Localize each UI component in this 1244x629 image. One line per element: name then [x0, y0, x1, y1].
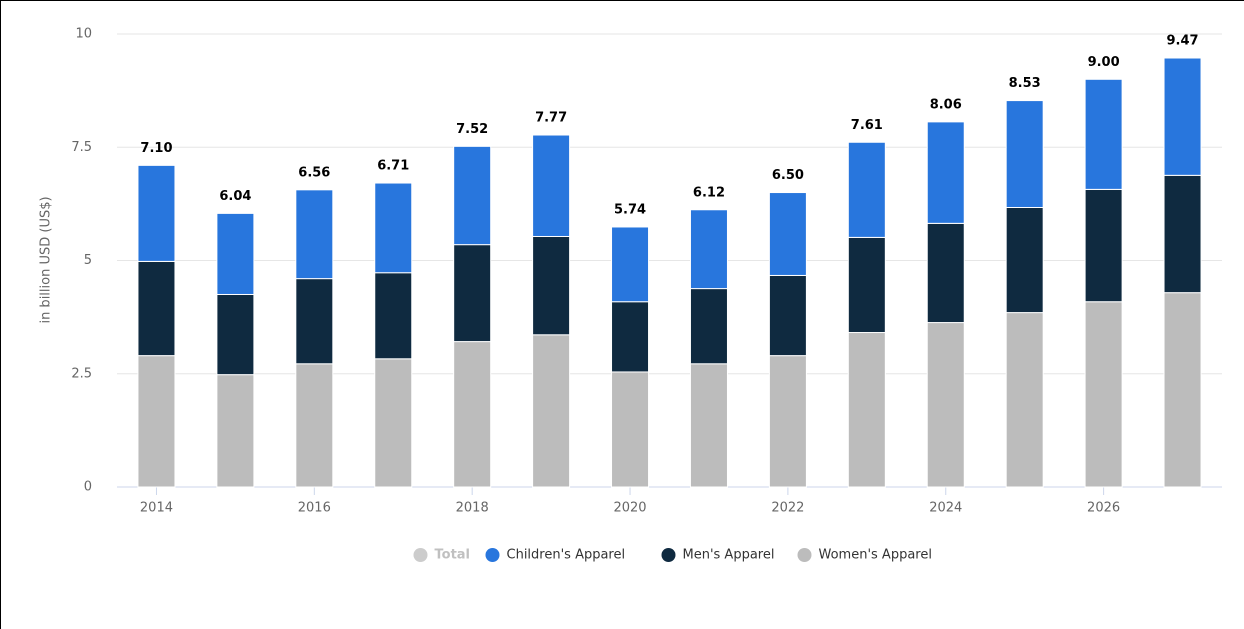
total-label: 6.71 — [377, 159, 409, 174]
y-tick-label: 10 — [75, 27, 92, 42]
bar-segment — [295, 278, 334, 365]
legend-label[interactable]: Children's Apparel — [507, 548, 626, 563]
y-axis-label: in billion USD (US$) — [39, 196, 54, 323]
bar-segment — [1084, 301, 1123, 488]
bar-segment — [768, 274, 807, 357]
total-label: 7.52 — [456, 122, 488, 137]
bar-segment — [1005, 100, 1044, 208]
bar-segment — [847, 236, 886, 334]
bar-segment — [611, 226, 650, 303]
bar-segment — [847, 141, 886, 238]
bar-segment — [689, 363, 728, 488]
bar-segment — [374, 182, 413, 274]
total-label: 8.53 — [1009, 76, 1041, 91]
total-label: 9.00 — [1088, 55, 1120, 70]
bar-segment — [847, 332, 886, 488]
legend-swatch[interactable] — [797, 548, 812, 562]
bar-segment — [689, 288, 728, 365]
bar-segment — [137, 355, 176, 488]
total-label: 7.10 — [140, 141, 172, 156]
total-label: 8.06 — [930, 97, 962, 112]
x-tick-label: 2022 — [771, 501, 804, 516]
bar-segment — [1005, 206, 1044, 314]
x-tick-label: 2020 — [613, 501, 646, 516]
legend-swatch[interactable] — [485, 548, 500, 562]
bar-segment — [532, 134, 571, 237]
x-tick-label: 2018 — [456, 501, 489, 516]
bar-segment — [926, 322, 965, 488]
bar-segment — [689, 209, 728, 290]
bar-segment — [768, 192, 807, 276]
bar-segment — [1163, 174, 1202, 294]
legend-label[interactable]: Total — [435, 548, 471, 563]
y-tick-label: 7.5 — [71, 140, 92, 155]
x-tick-label: 2014 — [140, 501, 173, 516]
total-label: 6.04 — [219, 189, 251, 204]
x-tick-label: 2026 — [1087, 501, 1120, 516]
total-label: 5.74 — [614, 202, 646, 217]
y-tick-label: 0 — [84, 480, 92, 495]
bar-segment — [611, 301, 650, 373]
total-label: 6.50 — [772, 168, 804, 183]
bar-segment — [453, 341, 492, 488]
legend-label[interactable]: Men's Apparel — [683, 548, 775, 563]
bar-segment — [216, 293, 255, 376]
y-tick-label: 2.5 — [71, 366, 92, 381]
bar-segment — [611, 371, 650, 488]
legend-swatch[interactable] — [413, 548, 428, 562]
bar-segment — [926, 121, 965, 224]
legend-swatch[interactable] — [661, 548, 676, 562]
bar-segment — [926, 222, 965, 324]
bar-segment — [532, 235, 571, 336]
bar-segment — [137, 164, 176, 262]
bar-segment — [137, 260, 176, 357]
bar-segment — [216, 374, 255, 488]
total-label: 7.77 — [535, 111, 567, 126]
bar-segment — [1163, 57, 1202, 176]
total-label: 9.47 — [1166, 34, 1198, 49]
bar-segment — [453, 244, 492, 343]
bar-segment — [1084, 188, 1123, 303]
total-label: 6.56 — [298, 165, 330, 180]
bar-segment — [1084, 78, 1123, 190]
bar-segment — [295, 363, 334, 488]
bar-segment — [295, 189, 334, 280]
bar-segment — [532, 334, 571, 488]
bar-segment — [216, 212, 255, 295]
bar-segment — [1163, 292, 1202, 488]
x-tick-label: 2024 — [929, 501, 962, 516]
bar-segment — [768, 355, 807, 488]
bar-segment — [1005, 312, 1044, 488]
bar-segment — [374, 272, 413, 360]
legend-label[interactable]: Women's Apparel — [819, 548, 932, 563]
total-label: 6.12 — [693, 185, 725, 200]
bar-segment — [453, 145, 492, 246]
bar-segment — [374, 358, 413, 488]
y-tick-label: 5 — [84, 253, 92, 268]
total-label: 7.61 — [851, 118, 883, 133]
x-tick-label: 2016 — [298, 501, 331, 516]
